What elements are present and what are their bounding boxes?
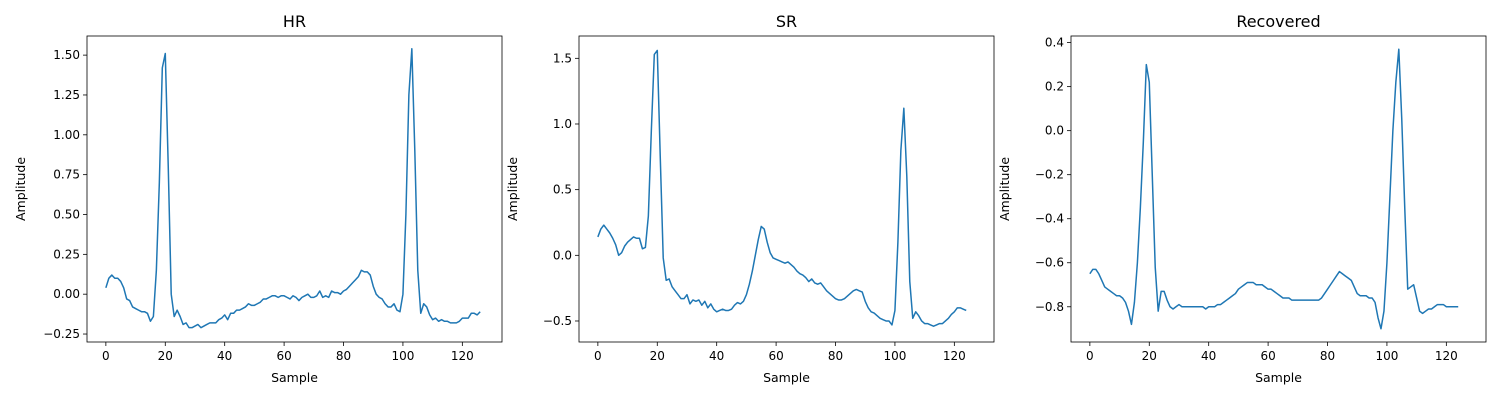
plot-frame xyxy=(1070,35,1487,343)
chart-panel-1: 0 20 40 60 80 100 120 −0.25 0.00 0.25 0.50 0.75 1.00… xyxy=(13,12,503,385)
x-tick-label: 120 xyxy=(451,349,474,363)
chart-panel-2: 0 20 40 60 80 100 120 −0.5 0.0 0.5 1.0 1.5 SR Sample A… xyxy=(505,12,995,385)
x-tick-label: 0 xyxy=(594,349,602,363)
x-tick-label: 100 xyxy=(1375,349,1398,363)
y-tick-label: 1.00 xyxy=(53,128,80,142)
y-axis-label: Amplitude xyxy=(997,157,1012,221)
y-tick-label: −0.6 xyxy=(1035,256,1064,270)
x-axis-label: Sample xyxy=(763,370,810,385)
x-tick-label: 120 xyxy=(1435,349,1458,363)
x-tick-label: 40 xyxy=(1201,349,1216,363)
y-tick-label: −0.8 xyxy=(1035,300,1064,314)
x-tick-label: 20 xyxy=(158,349,173,363)
y-tick-label: 0.00 xyxy=(53,287,80,301)
x-tick-label: 20 xyxy=(1142,349,1157,363)
x-tick-label: 40 xyxy=(709,349,724,363)
x-tick-label: 60 xyxy=(768,349,783,363)
plot-frame xyxy=(578,35,995,343)
y-tick-label: −0.2 xyxy=(1035,168,1064,182)
x-axis-label: Sample xyxy=(1255,370,1302,385)
y-tick-label: 0.0 xyxy=(1045,124,1064,138)
x-tick-label: 60 xyxy=(1260,349,1275,363)
y-tick-label: 1.25 xyxy=(53,88,80,102)
x-tick-label: 100 xyxy=(883,349,906,363)
x-tick-label: 0 xyxy=(102,349,110,363)
x-tick-label: 80 xyxy=(336,349,351,363)
chart-title: HR xyxy=(283,12,306,31)
y-tick-label: 0.5 xyxy=(553,183,572,197)
chart-title: SR xyxy=(776,12,797,31)
y-tick-label: 0.50 xyxy=(53,208,80,222)
y-tick-label: −0.5 xyxy=(543,314,572,328)
y-tick-label: 0.25 xyxy=(53,247,80,261)
x-tick-label: 80 xyxy=(1320,349,1335,363)
chart-title: Recovered xyxy=(1236,12,1320,31)
x-tick-label: 100 xyxy=(391,349,414,363)
y-tick-label: 0.0 xyxy=(553,248,572,262)
x-tick-label: 60 xyxy=(276,349,291,363)
x-tick-label: 80 xyxy=(828,349,843,363)
x-axis-label: Sample xyxy=(271,370,318,385)
y-tick-label: 1.0 xyxy=(553,117,572,131)
y-tick-label: 1.5 xyxy=(553,51,572,65)
y-tick-label: 1.50 xyxy=(53,48,80,62)
series-line xyxy=(597,49,967,327)
x-tick-label: 120 xyxy=(943,349,966,363)
y-axis-label: Amplitude xyxy=(505,157,520,221)
chart-panel-3: 0 20 40 60 80 100 120 −0.8 −0.6 −0.4 −0.2 0.0 0.2 0.4… xyxy=(997,12,1487,385)
series-line xyxy=(105,48,481,329)
y-tick-label: 0.75 xyxy=(53,168,80,182)
y-tick-label: −0.4 xyxy=(1035,212,1064,226)
x-tick-label: 40 xyxy=(217,349,232,363)
series-line xyxy=(1089,48,1459,330)
x-tick-label: 20 xyxy=(650,349,665,363)
y-axis-label: Amplitude xyxy=(13,157,28,221)
x-tick-label: 0 xyxy=(1086,349,1094,363)
y-tick-label: 0.2 xyxy=(1045,80,1064,94)
plot-frame xyxy=(86,35,503,343)
y-tick-label: −0.25 xyxy=(43,327,80,341)
y-tick-label: 0.4 xyxy=(1045,36,1064,50)
